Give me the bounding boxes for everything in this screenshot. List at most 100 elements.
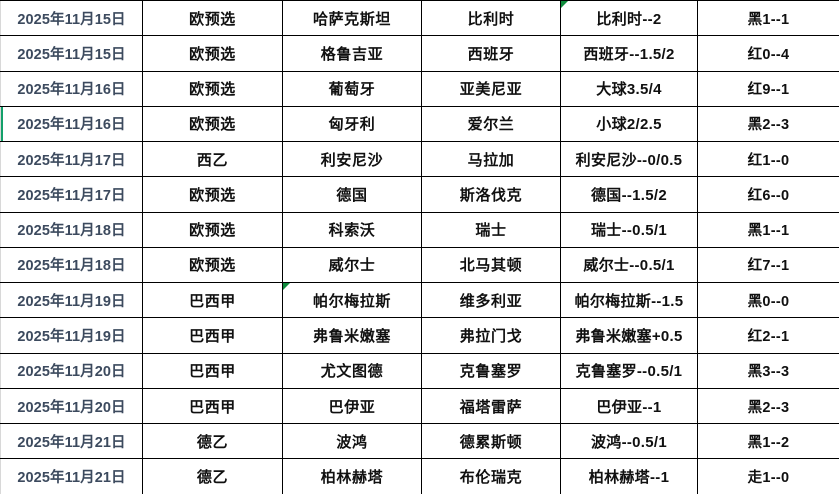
- cell-date[interactable]: 2025年11月16日: [0, 105, 143, 143]
- cell-league[interactable]: 巴西甲: [142, 282, 283, 319]
- cell-result[interactable]: 黑3--3: [697, 352, 839, 389]
- cell-league[interactable]: 德乙: [142, 423, 283, 460]
- cell-away-team[interactable]: 瑞士: [421, 211, 561, 248]
- table-row[interactable]: 2025年11月20日 巴西甲 尤文图德 克鲁塞罗 克鲁塞罗--0.5/1 黑3--3: [0, 352, 839, 389]
- cell-result[interactable]: 红0--4: [697, 35, 839, 72]
- cell-league[interactable]: 欧预选: [142, 105, 283, 143]
- cell-result[interactable]: 走1--0: [697, 458, 839, 494]
- cell-away-team[interactable]: 亚美尼亚: [421, 70, 561, 107]
- cell-away-team[interactable]: 维多利亚: [421, 282, 561, 319]
- cell-odds[interactable]: 比利时--2: [560, 0, 698, 37]
- cell-odds[interactable]: 弗鲁米嫩塞+0.5: [560, 317, 698, 354]
- cell-home-team[interactable]: 葡萄牙: [282, 70, 422, 107]
- cell-league[interactable]: 欧预选: [142, 176, 283, 213]
- table-row[interactable]: 2025年11月17日 西乙 利安尼沙 马拉加 利安尼沙--0/0.5 红1--0: [0, 141, 839, 178]
- cell-odds[interactable]: 小球2/2.5: [560, 105, 698, 143]
- cell-odds[interactable]: 柏林赫塔--1: [560, 458, 698, 494]
- cell-away-team[interactable]: 布伦瑞克: [421, 458, 561, 494]
- cell-odds[interactable]: 利安尼沙--0/0.5: [560, 141, 698, 178]
- cell-result[interactable]: 黑2--3: [697, 387, 839, 425]
- cell-date[interactable]: 2025年11月17日: [0, 176, 143, 213]
- cell-odds[interactable]: 威尔士--0.5/1: [560, 246, 698, 284]
- cell-date[interactable]: 2025年11月15日: [0, 0, 143, 37]
- cell-league[interactable]: 欧预选: [142, 246, 283, 284]
- cell-result[interactable]: 黑1--2: [697, 423, 839, 460]
- cell-away-team[interactable]: 弗拉门戈: [421, 317, 561, 354]
- cell-odds[interactable]: 巴伊亚--1: [560, 387, 698, 425]
- cell-date[interactable]: 2025年11月18日: [0, 246, 143, 284]
- cell-away-team[interactable]: 克鲁塞罗: [421, 352, 561, 389]
- cell-home-team[interactable]: 匈牙利: [282, 105, 422, 143]
- table-row[interactable]: 2025年11月16日 欧预选 匈牙利 爱尔兰 小球2/2.5 黑2--3: [0, 105, 839, 143]
- table-row[interactable]: 2025年11月18日 欧预选 科索沃 瑞士 瑞士--0.5/1 黑1--1: [0, 211, 839, 248]
- cell-result[interactable]: 红1--0: [697, 141, 839, 178]
- cell-home-team[interactable]: 帕尔梅拉斯: [282, 282, 422, 319]
- cell-home-team[interactable]: 柏林赫塔: [282, 458, 422, 494]
- cell-home-team[interactable]: 利安尼沙: [282, 141, 422, 178]
- cell-away-team[interactable]: 北马其顿: [421, 246, 561, 284]
- cell-away-team[interactable]: 马拉加: [421, 141, 561, 178]
- cell-date[interactable]: 2025年11月20日: [0, 387, 143, 425]
- cell-date[interactable]: 2025年11月20日: [0, 352, 143, 389]
- cell-league[interactable]: 巴西甲: [142, 387, 283, 425]
- table-row[interactable]: 2025年11月18日 欧预选 威尔士 北马其顿 威尔士--0.5/1 红7--1: [0, 246, 839, 284]
- cell-result[interactable]: 红7--1: [697, 246, 839, 284]
- cell-date[interactable]: 2025年11月21日: [0, 458, 143, 494]
- cell-odds[interactable]: 西班牙--1.5/2: [560, 35, 698, 72]
- cell-result[interactable]: 黑0--0: [697, 282, 839, 319]
- cell-league[interactable]: 欧预选: [142, 35, 283, 72]
- cell-league[interactable]: 欧预选: [142, 211, 283, 248]
- cell-odds[interactable]: 波鸿--0.5/1: [560, 423, 698, 460]
- table-row[interactable]: 2025年11月21日 德乙 柏林赫塔 布伦瑞克 柏林赫塔--1 走1--0: [0, 458, 839, 494]
- cell-result[interactable]: 红9--1: [697, 70, 839, 107]
- cell-away-team[interactable]: 爱尔兰: [421, 105, 561, 143]
- cell-odds[interactable]: 大球3.5/4: [560, 70, 698, 107]
- cell-result[interactable]: 黑1--1: [697, 0, 839, 37]
- cell-league[interactable]: 德乙: [142, 458, 283, 494]
- cell-error-triangle-icon: [561, 1, 568, 8]
- cell-date[interactable]: 2025年11月19日: [0, 282, 143, 319]
- cell-home-team[interactable]: 格鲁吉亚: [282, 35, 422, 72]
- cell-result[interactable]: 红6--0: [697, 176, 839, 213]
- cell-result[interactable]: 黑2--3: [697, 105, 839, 143]
- cell-odds[interactable]: 克鲁塞罗--0.5/1: [560, 352, 698, 389]
- cell-away-team[interactable]: 比利时: [421, 0, 561, 37]
- table-row[interactable]: 2025年11月21日 德乙 波鸿 德累斯顿 波鸿--0.5/1 黑1--2: [0, 423, 839, 460]
- cell-home-team[interactable]: 巴伊亚: [282, 387, 422, 425]
- cell-home-team[interactable]: 科索沃: [282, 211, 422, 248]
- cell-league[interactable]: 欧预选: [142, 0, 283, 37]
- cell-away-team[interactable]: 斯洛伐克: [421, 176, 561, 213]
- cell-league[interactable]: 欧预选: [142, 70, 283, 107]
- cell-date[interactable]: 2025年11月16日: [0, 70, 143, 107]
- cell-away-team[interactable]: 德累斯顿: [421, 423, 561, 460]
- cell-result[interactable]: 红2--1: [697, 317, 839, 354]
- table-row[interactable]: 2025年11月17日 欧预选 德国 斯洛伐克 德国--1.5/2 红6--0: [0, 176, 839, 213]
- cell-odds[interactable]: 帕尔梅拉斯--1.5: [560, 282, 698, 319]
- cell-date[interactable]: 2025年11月17日: [0, 141, 143, 178]
- cell-date[interactable]: 2025年11月21日: [0, 423, 143, 460]
- cell-result[interactable]: 黑1--1: [697, 211, 839, 248]
- cell-odds[interactable]: 德国--1.5/2: [560, 176, 698, 213]
- cell-date[interactable]: 2025年11月19日: [0, 317, 143, 354]
- cell-home-team[interactable]: 弗鲁米嫩塞: [282, 317, 422, 354]
- table-row[interactable]: 2025年11月15日 欧预选 格鲁吉亚 西班牙 西班牙--1.5/2 红0--4: [0, 35, 839, 72]
- cell-away-team[interactable]: 西班牙: [421, 35, 561, 72]
- cell-away-team[interactable]: 福塔雷萨: [421, 387, 561, 425]
- cell-date[interactable]: 2025年11月18日: [0, 211, 143, 248]
- cell-odds[interactable]: 瑞士--0.5/1: [560, 211, 698, 248]
- cell-home-team[interactable]: 德国: [282, 176, 422, 213]
- cell-league[interactable]: 巴西甲: [142, 317, 283, 354]
- table-row[interactable]: 2025年11月16日 欧预选 葡萄牙 亚美尼亚 大球3.5/4 红9--1: [0, 70, 839, 107]
- cell-league[interactable]: 西乙: [142, 141, 283, 178]
- cell-date[interactable]: 2025年11月15日: [0, 35, 143, 72]
- table-row[interactable]: 2025年11月19日 巴西甲 帕尔梅拉斯 维多利亚 帕尔梅拉斯--1.5 黑0--0: [0, 282, 839, 319]
- cell-home-team[interactable]: 尤文图德: [282, 352, 422, 389]
- cell-home-team[interactable]: 哈萨克斯坦: [282, 0, 422, 37]
- table-row[interactable]: 2025年11月20日 巴西甲 巴伊亚 福塔雷萨 巴伊亚--1 黑2--3: [0, 387, 839, 425]
- table-row[interactable]: 2025年11月15日 欧预选 哈萨克斯坦 比利时 比利时--2 黑1--1: [0, 0, 839, 37]
- cell-league[interactable]: 巴西甲: [142, 352, 283, 389]
- cell-home-team[interactable]: 波鸿: [282, 423, 422, 460]
- cell-home-team[interactable]: 威尔士: [282, 246, 422, 284]
- table-row[interactable]: 2025年11月19日 巴西甲 弗鲁米嫩塞 弗拉门戈 弗鲁米嫩塞+0.5 红2--1: [0, 317, 839, 354]
